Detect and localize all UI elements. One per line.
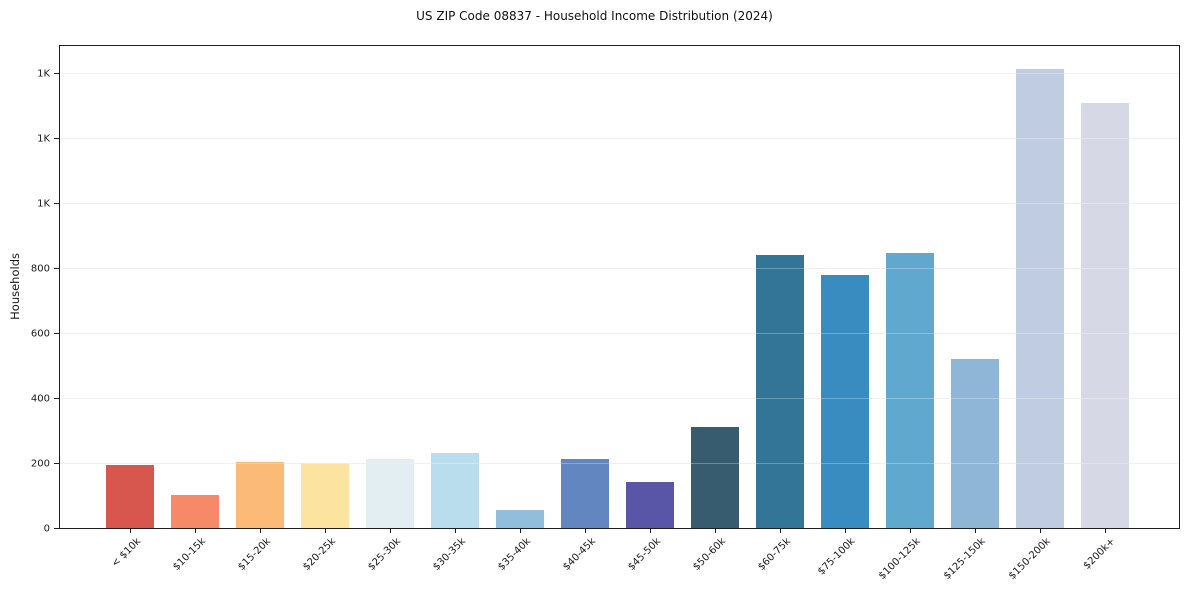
gridline-overlay [60, 268, 1179, 270]
x-tick-mark [194, 528, 196, 533]
plot-area: 0 200 400 600 800 1K 1K 1K < $10k $10-15k $15-20k $… [31, 45, 1180, 582]
y-tick-mark [54, 462, 59, 464]
bar [821, 275, 869, 528]
gridline [60, 268, 1179, 270]
y-tick-mark [54, 268, 59, 270]
bar [236, 461, 284, 528]
y-tick-mark [54, 138, 59, 140]
x-tick-mark [129, 528, 131, 533]
x-tick-mark [974, 528, 976, 533]
bar [106, 465, 154, 528]
bar [366, 459, 414, 528]
x-tick-mark [714, 528, 716, 533]
bar [171, 494, 219, 528]
y-tick-mark [54, 332, 59, 334]
gridline [60, 462, 1179, 464]
bar [886, 253, 934, 528]
x-tick-mark [519, 528, 521, 533]
x-tick-mark [779, 528, 781, 533]
gridline-overlay [60, 462, 1179, 464]
bar [691, 427, 739, 528]
x-tick-mark [649, 528, 651, 533]
bar [756, 254, 804, 528]
x-tick-mark [844, 528, 846, 533]
y-tick-mark [54, 203, 59, 205]
y-tick-mark [54, 73, 59, 75]
bar [496, 509, 544, 528]
bar [431, 453, 479, 528]
x-tick-mark [454, 528, 456, 533]
x-tick-mark [909, 528, 911, 533]
gridline [60, 332, 1179, 334]
bar [561, 458, 609, 528]
x-tick-mark [1104, 528, 1106, 533]
chart-title: US ZIP Code 08837 - Household Income Dis… [416, 9, 773, 23]
bar [301, 462, 349, 528]
gridline-overlay [60, 332, 1179, 334]
y-tick-mark [54, 397, 59, 399]
gridline-overlay [60, 397, 1179, 399]
x-tick-mark [584, 528, 586, 533]
x-tick-mark [324, 528, 326, 533]
y-axis-label-column: Households [6, 45, 24, 527]
bar [951, 359, 999, 528]
x-tick-mark [1039, 528, 1041, 533]
y-tick-mark [54, 527, 59, 529]
y-axis-label: Households [8, 252, 22, 320]
x-tick-mark [389, 528, 391, 533]
gridline-overlay [60, 73, 1179, 75]
bar [626, 481, 674, 528]
bar [1016, 69, 1064, 528]
gridline [60, 203, 1179, 205]
gridline [60, 138, 1179, 140]
x-tick-mark [259, 528, 261, 533]
bar [1081, 103, 1129, 528]
gridline-overlay [60, 138, 1179, 140]
gridline [60, 73, 1179, 75]
gridline-overlay [60, 203, 1179, 205]
gridline [60, 397, 1179, 399]
